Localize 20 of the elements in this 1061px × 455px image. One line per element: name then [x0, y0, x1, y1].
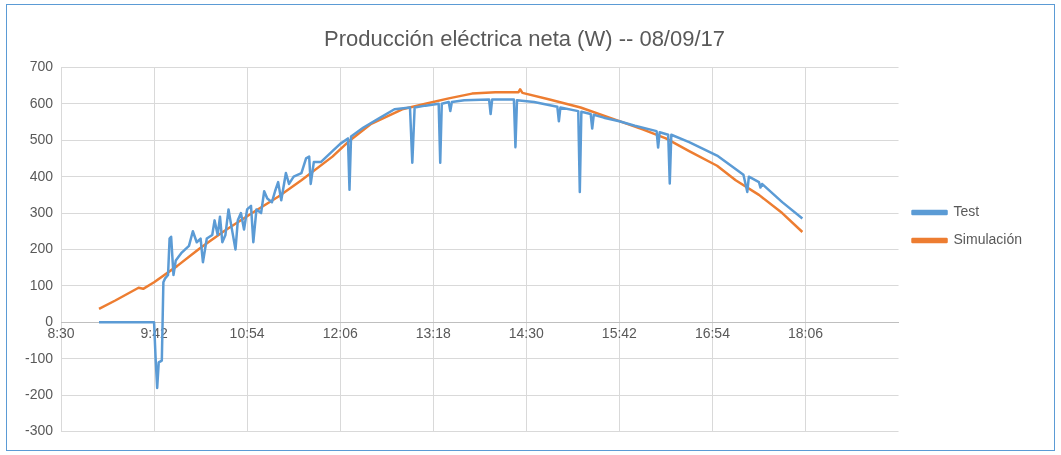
x-tick-label: 14:30	[508, 324, 545, 341]
legend-label: Simulación	[953, 231, 1023, 248]
x-tick-label: 12:06	[322, 324, 358, 341]
x-tick-label: 13:18	[415, 324, 451, 341]
legend-label: Test	[953, 203, 980, 220]
x-tick-label: 16:54	[694, 324, 731, 341]
y-tick-label: 100	[29, 276, 54, 293]
y-tick-label: 500	[29, 131, 54, 148]
y-tick-label: 700	[29, 58, 54, 75]
y-tick-label: 200	[29, 240, 54, 257]
y-tick-label: 400	[29, 167, 54, 184]
y-tick-label: 300	[29, 203, 54, 220]
y-tick-label: -100	[24, 349, 54, 366]
x-tick-label: 15:42	[601, 324, 638, 341]
x-tick-label: 10:54	[229, 324, 265, 341]
y-tick-label: -300	[24, 422, 54, 439]
x-tick-label: 18:06	[787, 324, 824, 341]
y-tick-label: 600	[29, 94, 54, 111]
chart-title: Producción eléctrica neta (W) -- 08/09/17	[323, 26, 726, 52]
y-tick-label: -200	[24, 386, 54, 403]
